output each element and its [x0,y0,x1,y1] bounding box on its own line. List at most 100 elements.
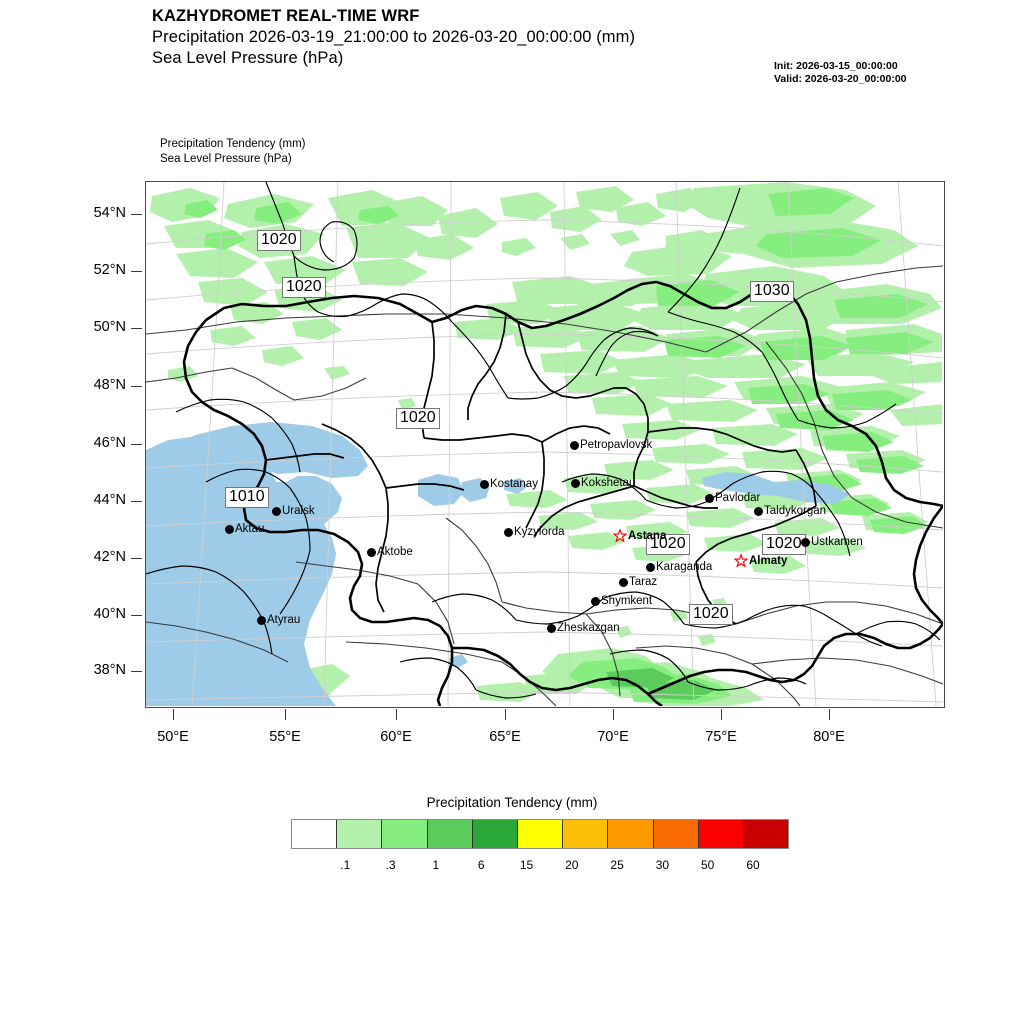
colorbar[interactable] [291,819,789,849]
lat-tick [131,615,142,616]
colorbar-swatch-9 [698,820,744,848]
colorbar-swatch-2 [382,820,428,848]
run-info-block: Init: 2026-03-15_00:00:00 Valid: 2026-03… [774,60,907,86]
city-marker-kostanay[interactable]: Kostanay [480,478,538,490]
lat-tick [131,328,142,329]
isobars [146,182,941,699]
lat-label: 46°N [93,435,126,451]
city-dot [480,479,489,489]
city-marker-uralsk[interactable]: Uralsk [272,505,315,517]
lon-label: 75°E [705,729,737,745]
lat-tick [131,214,142,215]
init-time-label: Init: 2026-03-15_00:00:00 [774,60,898,72]
city-label: Almaty [749,555,788,567]
lat-tick [131,558,142,559]
city-dot [504,527,513,537]
city-dot [272,506,281,516]
neighbour-borders [146,265,943,706]
colorbar-tick-label: 25 [610,858,624,872]
isobar-label: 1020 [762,534,806,555]
isobar-label: 1020 [257,230,301,251]
isobar-label: 1020 [689,604,733,625]
colorbar-swatch-8 [653,820,699,848]
lat-tick [131,671,142,672]
city-marker-astana[interactable]: Astana [613,529,666,543]
lat-label: 48°N [93,377,126,393]
city-dot [619,577,628,587]
lon-label: 60°E [380,729,412,745]
lat-tick [131,386,142,387]
map-panel[interactable]: 1020 1020 1020 1010 1030 1020 1020 1020 … [145,181,945,708]
colorbar-tick-label: 1 [432,858,440,872]
colorbar-tick-label: 6 [477,858,485,872]
city-dot [705,493,714,503]
city-label: Petropavlovsk [580,439,653,451]
city-label: Atyrau [267,614,301,626]
isobar-label: 1020 [646,534,690,555]
isobar-label: 1030 [750,281,794,302]
city-dot [571,478,580,488]
city-marker-zheskazgan[interactable]: Zheskazgan [547,622,620,634]
lon-label: 55°E [269,729,301,745]
colorbar-swatch-5 [517,820,564,848]
graticule [146,182,943,706]
valid-time-label: Valid: 2026-03-20_00:00:00 [774,73,907,85]
title-block: KAZHYDROMET REAL-TIME WRF Precipitation … [152,6,852,69]
city-dot [547,623,556,633]
lat-label: 54°N [93,205,126,221]
colorbar-tick-label: 20 [565,858,579,872]
map-graphics [146,182,943,706]
city-label: Zheskazgan [557,622,620,634]
city-label: Karaganda [656,561,713,573]
city-marker-aktobe[interactable]: Aktobe [367,546,413,558]
lat-label: 40°N [93,606,126,622]
lon-label: 80°E [813,729,845,745]
city-label: Taldykorgan [764,505,827,517]
city-marker-kyzylorda[interactable]: Kyzylorda [504,526,565,538]
city-dot [367,547,376,557]
city-label: Kostanay [490,478,538,490]
lat-tick [131,271,142,272]
colorbar-swatch-7 [608,820,654,848]
city-marker-pavlodar[interactable]: Pavlodar [705,492,760,504]
city-marker-taraz[interactable]: Taraz [619,576,657,588]
city-marker-aktau[interactable]: Aktau [225,523,264,535]
lon-label: 70°E [597,729,629,745]
colorbar-tick-label: 50 [701,858,715,872]
isobar-label: 1020 [282,277,326,298]
isobar-label: 1010 [225,487,269,508]
map-canvas: 1020 1020 1020 1010 1030 1020 1020 1020 … [146,182,943,706]
panel-caption: Precipitation Tendency (mm) Sea Level Pr… [160,137,306,167]
lon-tick [505,709,506,720]
title-line-2: Precipitation 2026-03-19_21:00:00 to 202… [152,28,636,46]
colorbar-tick-label: 30 [655,858,670,872]
isobar-label: 1020 [396,408,440,429]
city-marker-ustkamen[interactable]: Ustkamen [801,536,863,548]
city-marker-atyrau[interactable]: Atyrau [257,614,300,626]
city-label: Kyzylorda [514,526,565,538]
lat-tick [131,444,142,445]
city-dot [801,537,810,547]
panel-caption-precip: Precipitation Tendency (mm) [160,138,306,150]
lon-tick [613,709,614,720]
lat-label: 50°N [93,319,126,335]
lat-label: 38°N [93,662,126,678]
city-marker-shymkent[interactable]: Shymkent [591,595,652,607]
city-marker-taldykorgan[interactable]: Taldykorgan [754,505,826,517]
colorbar-tick-label: .3 [385,858,396,872]
city-label: Shymkent [601,595,653,607]
city-marker-kokshetau[interactable]: Kokshetau [571,477,635,489]
city-label: Ustkamen [811,536,863,548]
title-line-3: Sea Level Pressure (hPa) [152,49,344,67]
city-marker-almaty[interactable]: Almaty [734,554,787,568]
city-marker-petropavlovsk[interactable]: Petropavlovsk [570,439,652,451]
lon-tick [721,709,722,720]
colorbar-swatch-4 [472,820,518,848]
capital-star-icon [734,554,748,568]
colorbar-title: Precipitation Tendency (mm) [426,795,598,810]
city-marker-karaganda[interactable]: Karaganda [646,561,712,573]
city-label: Aktau [235,523,265,535]
city-dot [257,615,266,625]
lat-label: 44°N [93,492,126,508]
lon-tick [829,709,830,720]
